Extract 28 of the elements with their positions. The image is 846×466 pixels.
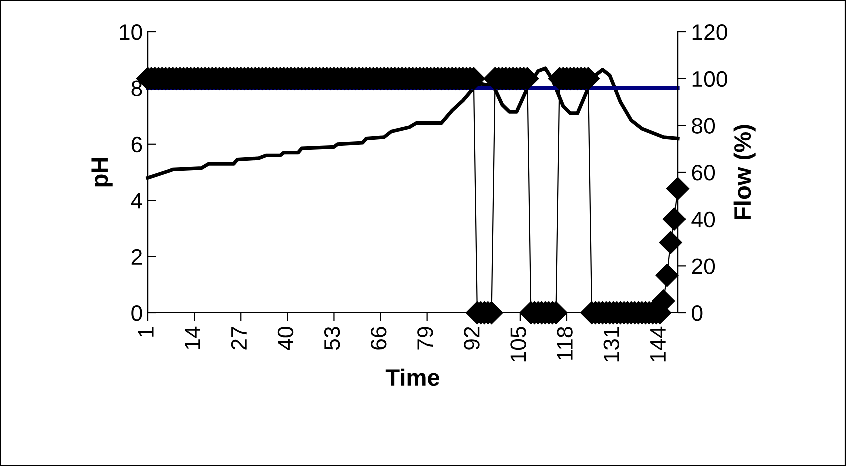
y-tick-label: 10	[120, 24, 142, 40]
x-tick-label: 131	[604, 327, 620, 362]
x-tick-label: 40	[278, 327, 294, 350]
x-tick-label: 1	[138, 327, 154, 337]
y2-tick-label: 60	[692, 165, 716, 181]
x-tick-label: 92	[464, 327, 480, 350]
y-tick-label: 6	[132, 136, 142, 153]
x-tick-label: 66	[371, 327, 387, 350]
y2-tick-label: 0	[692, 306, 703, 322]
x-tick-label: 27	[231, 327, 247, 350]
y2-tick-label: 120	[692, 24, 728, 40]
x-tick-label: 14	[185, 326, 200, 350]
x-tick-label: 144	[650, 326, 666, 362]
y-tick-label: 4	[131, 193, 142, 209]
y-axis-title: pH	[92, 158, 113, 187]
y2-tick-label: 100	[692, 71, 728, 88]
x-tick-label: 118	[557, 327, 573, 360]
y-tick-label: 8	[132, 80, 142, 96]
x-tick-label: 79	[418, 327, 434, 350]
y2-tick-label: 40	[692, 212, 716, 228]
y2-tick-label: 80	[692, 118, 716, 134]
y-tick-label: 2	[132, 249, 142, 265]
x-tick-label: 105	[510, 327, 526, 362]
x-axis-title: Time	[386, 368, 440, 386]
x-tick-label: 53	[324, 327, 340, 350]
y2-tick-label: 20	[692, 258, 716, 274]
y-tick-label: 0	[132, 306, 142, 322]
y2-axis-title: Flow (%)	[734, 125, 756, 220]
